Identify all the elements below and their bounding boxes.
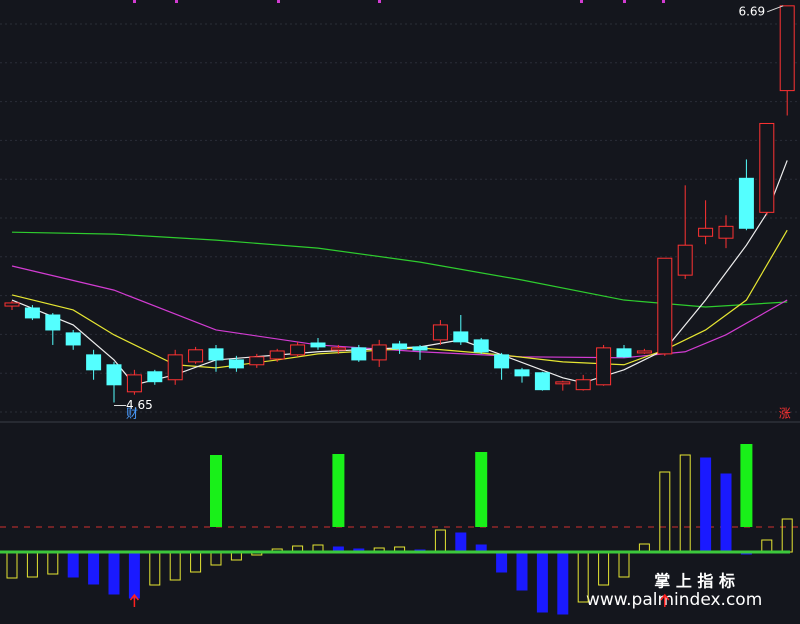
signal-bar [210, 455, 222, 527]
candle-body [24, 307, 40, 319]
candle-body [310, 342, 326, 348]
max-label: 6.69 [738, 4, 765, 18]
candle-body [534, 372, 550, 391]
candle-body [453, 331, 469, 343]
indicator-bar [149, 551, 161, 586]
moving-average [11, 231, 788, 308]
indicator-bar [598, 551, 610, 586]
candle-body [330, 347, 346, 351]
indicator-bar [720, 473, 732, 553]
candle-body [555, 381, 571, 385]
candle-body [147, 371, 163, 383]
indicator-bar [26, 551, 38, 578]
candle-body [351, 347, 367, 361]
indicator-bar [128, 551, 140, 599]
indicator-bar [516, 551, 528, 591]
top-dot [580, 0, 583, 3]
candle-body [208, 348, 224, 361]
indicator-bar [210, 551, 222, 566]
candle-body [412, 346, 428, 351]
top-dot [623, 0, 626, 3]
candle-body [228, 359, 244, 369]
indicator-bar [679, 454, 691, 553]
indicator-bar [67, 551, 79, 578]
candle-body [86, 354, 102, 371]
candle-body [677, 244, 693, 276]
candle-body [636, 350, 652, 354]
candle-body [106, 364, 122, 386]
candle-body [290, 344, 306, 356]
indicator-bar [190, 551, 202, 573]
candle-body [45, 314, 61, 331]
candle-body [4, 302, 20, 307]
moving-average [11, 265, 788, 359]
indicator-bar [108, 551, 120, 595]
candle-body [596, 347, 612, 386]
min-label: 4.65 [126, 398, 153, 412]
signal-arrow [660, 593, 670, 607]
watermark-title: 掌 上 指 标 [654, 572, 735, 591]
candle-body [616, 348, 632, 358]
indicator-bar [659, 471, 671, 553]
candle-body [167, 354, 183, 381]
signal-arrow [129, 593, 139, 607]
candle-body [494, 354, 510, 369]
note-marker: 财 [126, 407, 138, 421]
indicator-bar [536, 551, 548, 613]
indicator-bar [618, 551, 630, 578]
candle-body [371, 344, 387, 361]
candle-body [657, 257, 673, 355]
candle-body [759, 122, 775, 213]
candle-body [779, 5, 795, 92]
candle-body [575, 379, 591, 391]
indicator-bar [496, 551, 508, 573]
indicator-bar [88, 551, 100, 585]
indicator-bar [6, 551, 18, 579]
indicator-bar [434, 529, 446, 553]
signal-bar [475, 452, 488, 527]
top-dot [175, 0, 178, 3]
top-dot [662, 0, 665, 3]
candle-body [698, 227, 714, 237]
indicator-bar [761, 539, 773, 553]
candle-body [738, 177, 754, 229]
indicator-bar [781, 518, 793, 553]
indicator-bar [557, 551, 569, 615]
note-marker: 涨 [779, 406, 791, 421]
candle-body [473, 339, 489, 353]
candle-body [126, 374, 142, 393]
candle-body [188, 349, 204, 363]
candle-body [718, 225, 734, 239]
top-dot [378, 0, 381, 3]
max-pointer [767, 5, 784, 13]
indicator-bar [169, 551, 181, 581]
candle-body [249, 356, 265, 366]
top-dot [277, 0, 280, 3]
indicator-bar [47, 551, 59, 575]
top-dot [133, 0, 136, 3]
indicator-bar [700, 457, 712, 553]
candle-body [269, 350, 285, 360]
signal-bar [332, 454, 345, 527]
watermark-url: www.palmindex.com [586, 590, 762, 610]
candle-body [514, 369, 530, 377]
candle-body [65, 332, 81, 346]
signal-bar [740, 444, 753, 527]
candle-body [392, 343, 408, 350]
indicator-bar [455, 532, 467, 553]
candle-body [432, 324, 448, 341]
